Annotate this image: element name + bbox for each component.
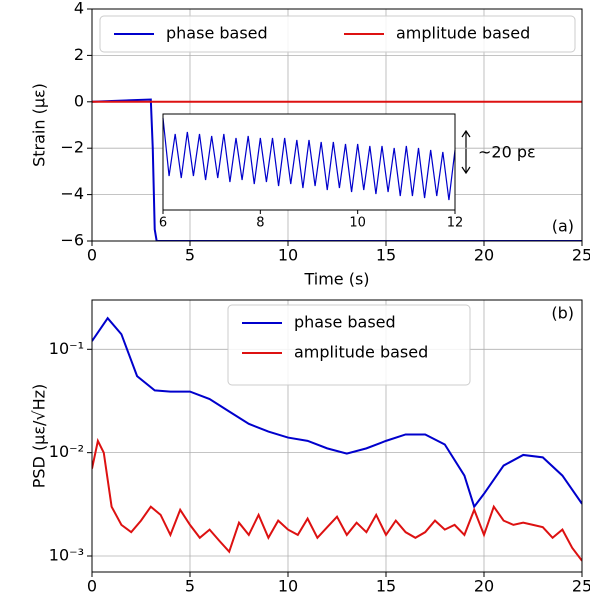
panel-label: (b) [551, 304, 574, 323]
x-tick-label: 20 [474, 246, 494, 265]
y-tick-label: 10⁻² [49, 442, 84, 461]
x-tick-label: 5 [185, 577, 195, 596]
y-tick-label: −4 [60, 184, 84, 203]
y-axis-label: PSD (με/√Hz) [30, 384, 49, 489]
annotation: ~20 pε [478, 143, 536, 162]
x-tick-label: 10 [278, 246, 298, 265]
series-line [92, 316, 582, 509]
x-tick-label: 15 [376, 577, 396, 596]
inset-frame [162, 113, 456, 211]
legend-label: amplitude based [294, 343, 428, 362]
arrow-heads [461, 129, 471, 175]
y-tick-label: 0 [74, 91, 84, 110]
legend-label: phase based [294, 313, 396, 332]
panel-label: (a) [552, 217, 574, 236]
x-tick-label: 10 [278, 577, 298, 596]
y-tick-label: 2 [74, 45, 84, 64]
x-tick-label: 25 [572, 577, 590, 596]
legend-box [227, 304, 471, 386]
legend-label: amplitude based [396, 24, 530, 43]
x-tick-label: 5 [185, 246, 195, 265]
inset-x-tick-label: 12 [447, 216, 464, 231]
inset-x-tick-label: 6 [159, 216, 167, 231]
x-tick-label: 20 [474, 577, 494, 596]
axes-frame [91, 8, 583, 242]
inset-frame-bg [163, 114, 455, 210]
legend-label: phase based [166, 24, 268, 43]
x-tick-label: 25 [572, 246, 590, 265]
y-axis-label: Strain (με) [30, 83, 49, 167]
x-axis-label: Time (s) [303, 270, 369, 289]
series-line [92, 437, 582, 562]
axes-frame [91, 299, 583, 573]
y-tick-label: −2 [60, 138, 84, 157]
y-tick-label: 10⁻³ [49, 545, 84, 564]
series-line [92, 98, 582, 241]
legend-box [99, 15, 576, 53]
x-tick-label: 15 [376, 246, 396, 265]
y-tick-label: 10⁻¹ [49, 339, 84, 358]
inset-x-tick-label: 10 [349, 216, 366, 231]
x-tick-label: 0 [87, 577, 97, 596]
inset-line [162, 117, 456, 201]
x-tick-label: 0 [87, 246, 97, 265]
inset-x-tick-label: 8 [256, 216, 264, 231]
y-tick-label: 4 [74, 0, 84, 18]
y-tick-label: −6 [60, 231, 84, 250]
x-axis-label: Frequency (Hz) [277, 601, 398, 602]
